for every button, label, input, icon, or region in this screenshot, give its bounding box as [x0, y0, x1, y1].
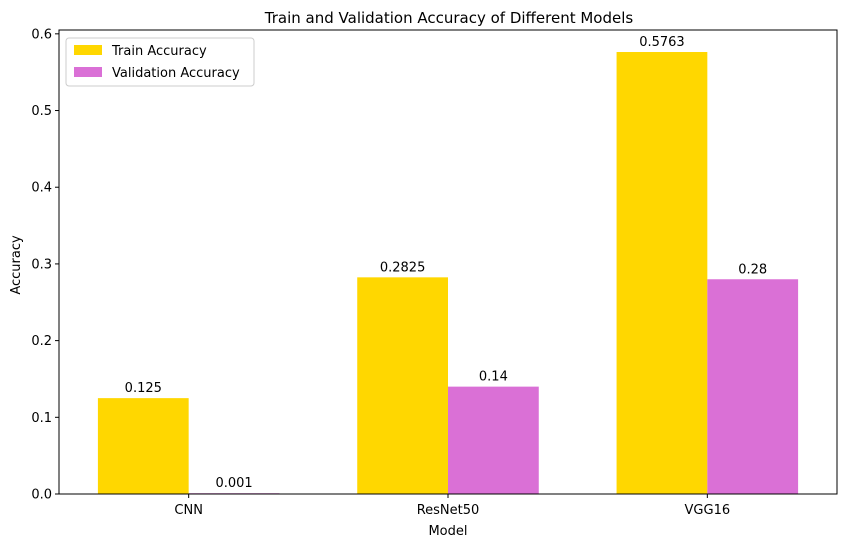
legend-box [65, 37, 255, 87]
bar-train-accuracy-resnet50 [357, 277, 448, 494]
data-labels: 0.125 0.2825 0.5763 0.001 0.14 0.28 [125, 35, 768, 491]
bar-validation-accuracy-vgg16 [707, 279, 799, 494]
x-axis-title: Model [428, 524, 467, 539]
bar-validation-accuracy-resnet50 [448, 386, 539, 494]
y-tick-label: 0.2 [31, 334, 52, 349]
legend: Train Accuracy Validation Accuracy [65, 37, 255, 87]
legend-swatch [74, 67, 102, 77]
legend-swatch [74, 45, 102, 55]
legend-label: Validation Accuracy [112, 66, 240, 81]
data-label: 0.14 [479, 370, 508, 385]
y-tick-label: 0.5 [31, 104, 52, 119]
y-tick-label: 0.4 [31, 181, 52, 196]
y-tick-label: 0.6 [31, 27, 52, 42]
y-tick-label: 0.1 [31, 411, 52, 426]
chart-title: Train and Validation Accuracy of Differe… [264, 9, 634, 27]
x-tick-label: ResNet50 [417, 503, 480, 518]
x-tick-label: CNN [174, 503, 203, 518]
y-axis-title: Accuracy [9, 235, 24, 295]
y-axis: 0.0 0.1 0.2 0.3 0.4 0.5 0.6 [31, 27, 59, 503]
x-tick-label: VGG16 [685, 503, 731, 518]
x-axis: CNN ResNet50 VGG16 [174, 494, 730, 518]
bar-train-accuracy-cnn [97, 398, 189, 494]
legend-label: Train Accuracy [111, 44, 207, 59]
data-label: 0.125 [125, 381, 162, 396]
bars [97, 52, 799, 495]
data-label: 0.5763 [639, 35, 685, 50]
data-label: 0.2825 [380, 260, 426, 275]
y-tick-label: 0.3 [31, 257, 52, 272]
data-label: 0.001 [215, 476, 252, 491]
data-label: 0.28 [738, 262, 767, 277]
bar-train-accuracy-vgg16 [616, 52, 708, 495]
y-tick-label: 0.0 [31, 488, 52, 503]
